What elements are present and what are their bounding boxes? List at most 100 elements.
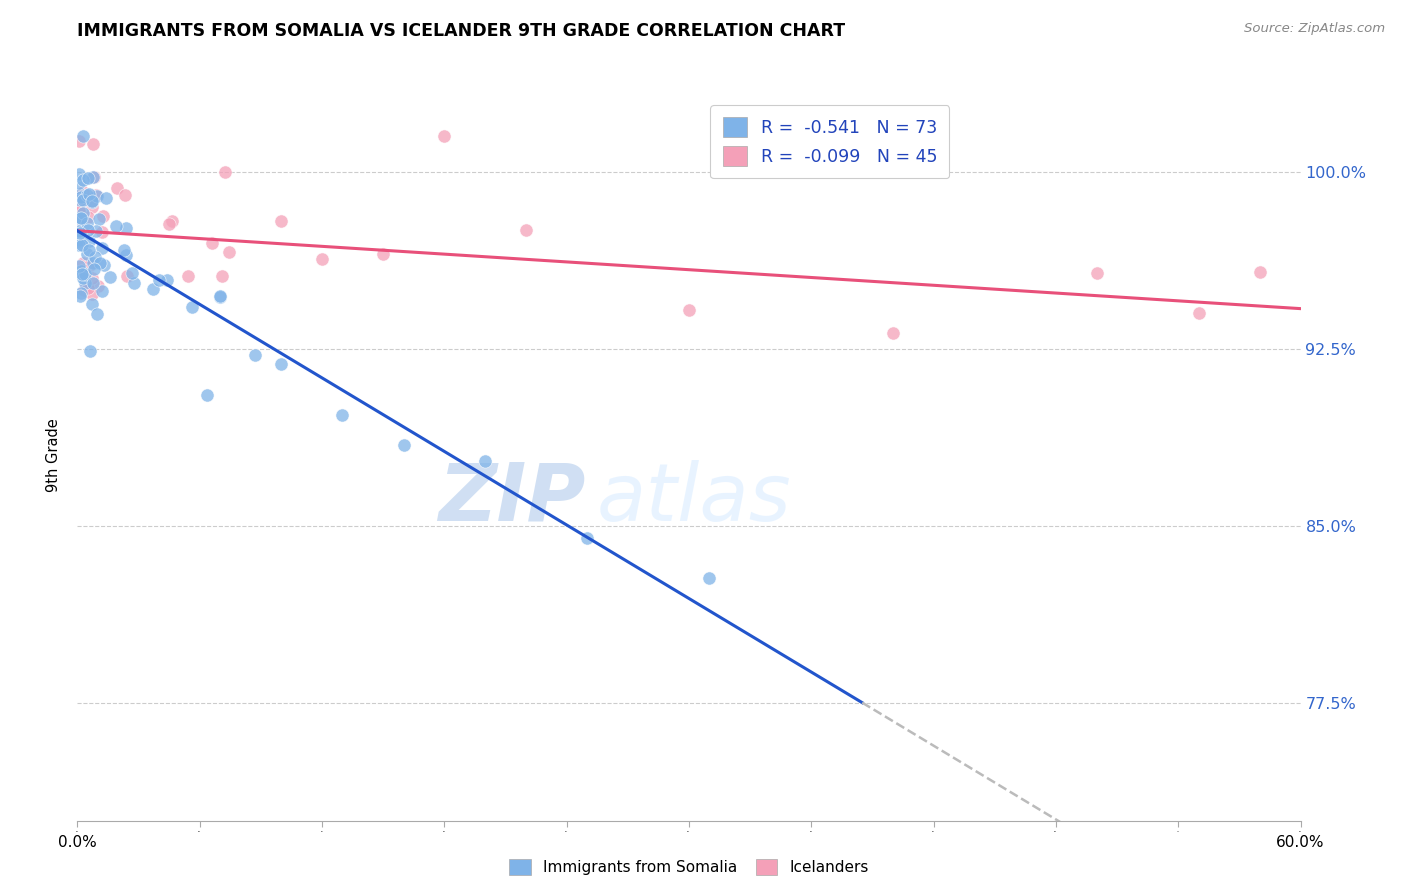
Point [245,348,267,362]
Point [156,273,179,287]
Point [209,291,232,305]
Point [69,213,91,227]
Point [311,252,333,266]
Point [433,129,456,144]
Point [73,277,96,291]
Point [105,181,128,195]
Point [112,243,135,257]
Point [115,268,138,283]
Point [70,211,93,226]
Point [72,186,94,200]
Point [67,238,90,252]
Point [121,266,143,280]
Text: 0.0%: 0.0% [58,835,97,850]
Point [270,214,292,228]
Point [1249,265,1271,279]
Point [77,223,100,237]
Point [76,246,98,260]
Point [82,169,104,184]
Point [195,388,218,402]
Point [270,357,292,371]
Point [882,326,904,341]
Point [211,268,233,283]
Point [73,263,96,277]
Point [69,289,91,303]
Text: Source: ZipAtlas.com: Source: ZipAtlas.com [1244,22,1385,36]
Point [114,221,136,235]
Point [69,211,91,225]
Point [87,279,110,293]
Point [70,267,93,281]
Point [70,264,93,278]
Point [1085,266,1108,280]
Point [83,261,105,276]
Point [84,188,107,202]
Point [84,224,107,238]
Point [93,258,115,272]
Point [79,234,101,248]
Point [371,246,394,260]
Point [77,186,100,201]
Point [76,280,98,294]
Point [67,234,90,248]
Point [91,285,114,299]
Point [77,211,100,225]
Point [80,194,103,209]
Point [80,200,103,214]
Point [69,167,91,181]
Point [91,242,114,256]
Point [67,233,90,247]
Point [392,438,415,452]
Point [69,187,91,202]
Point [79,244,101,258]
Point [69,190,91,204]
Point [84,250,107,264]
Point [83,170,105,185]
Point [124,276,146,290]
Point [678,303,700,318]
Legend: Immigrants from Somalia, Icelanders: Immigrants from Somalia, Icelanders [505,855,873,880]
Point [80,287,103,301]
Point [576,531,599,545]
Point [69,204,91,219]
Point [209,289,232,303]
Point [67,210,90,224]
Point [69,194,91,208]
Point [69,226,91,240]
Point [181,300,204,314]
Point [67,135,90,149]
Point [72,256,94,270]
Point [82,136,104,151]
Point [67,202,90,216]
Point [82,276,104,290]
Point [70,237,93,252]
Point [90,225,112,239]
Point [82,255,104,269]
Point [67,224,90,238]
Point [1188,306,1211,320]
Point [96,191,118,205]
Text: ZIP: ZIP [437,459,585,538]
Point [82,270,104,285]
Point [69,186,91,201]
Point [98,270,121,285]
Point [72,173,94,187]
Point [77,170,100,185]
Point [157,217,180,231]
Point [105,219,128,233]
Point [177,269,200,284]
Y-axis label: 9th Grade: 9th Grade [46,418,62,491]
Point [91,209,114,223]
Point [76,216,98,230]
Text: IMMIGRANTS FROM SOMALIA VS ICELANDER 9TH GRADE CORRELATION CHART: IMMIGRANTS FROM SOMALIA VS ICELANDER 9TH… [77,22,845,40]
Point [699,571,721,585]
Point [76,188,98,202]
Legend: R =  -0.541   N = 73, R =  -0.099   N = 45: R = -0.541 N = 73, R = -0.099 N = 45 [710,105,949,178]
Point [67,176,90,190]
Point [67,259,90,273]
Point [142,282,165,296]
Point [73,283,96,297]
Point [115,247,138,261]
Point [86,307,108,321]
Point [332,408,354,422]
